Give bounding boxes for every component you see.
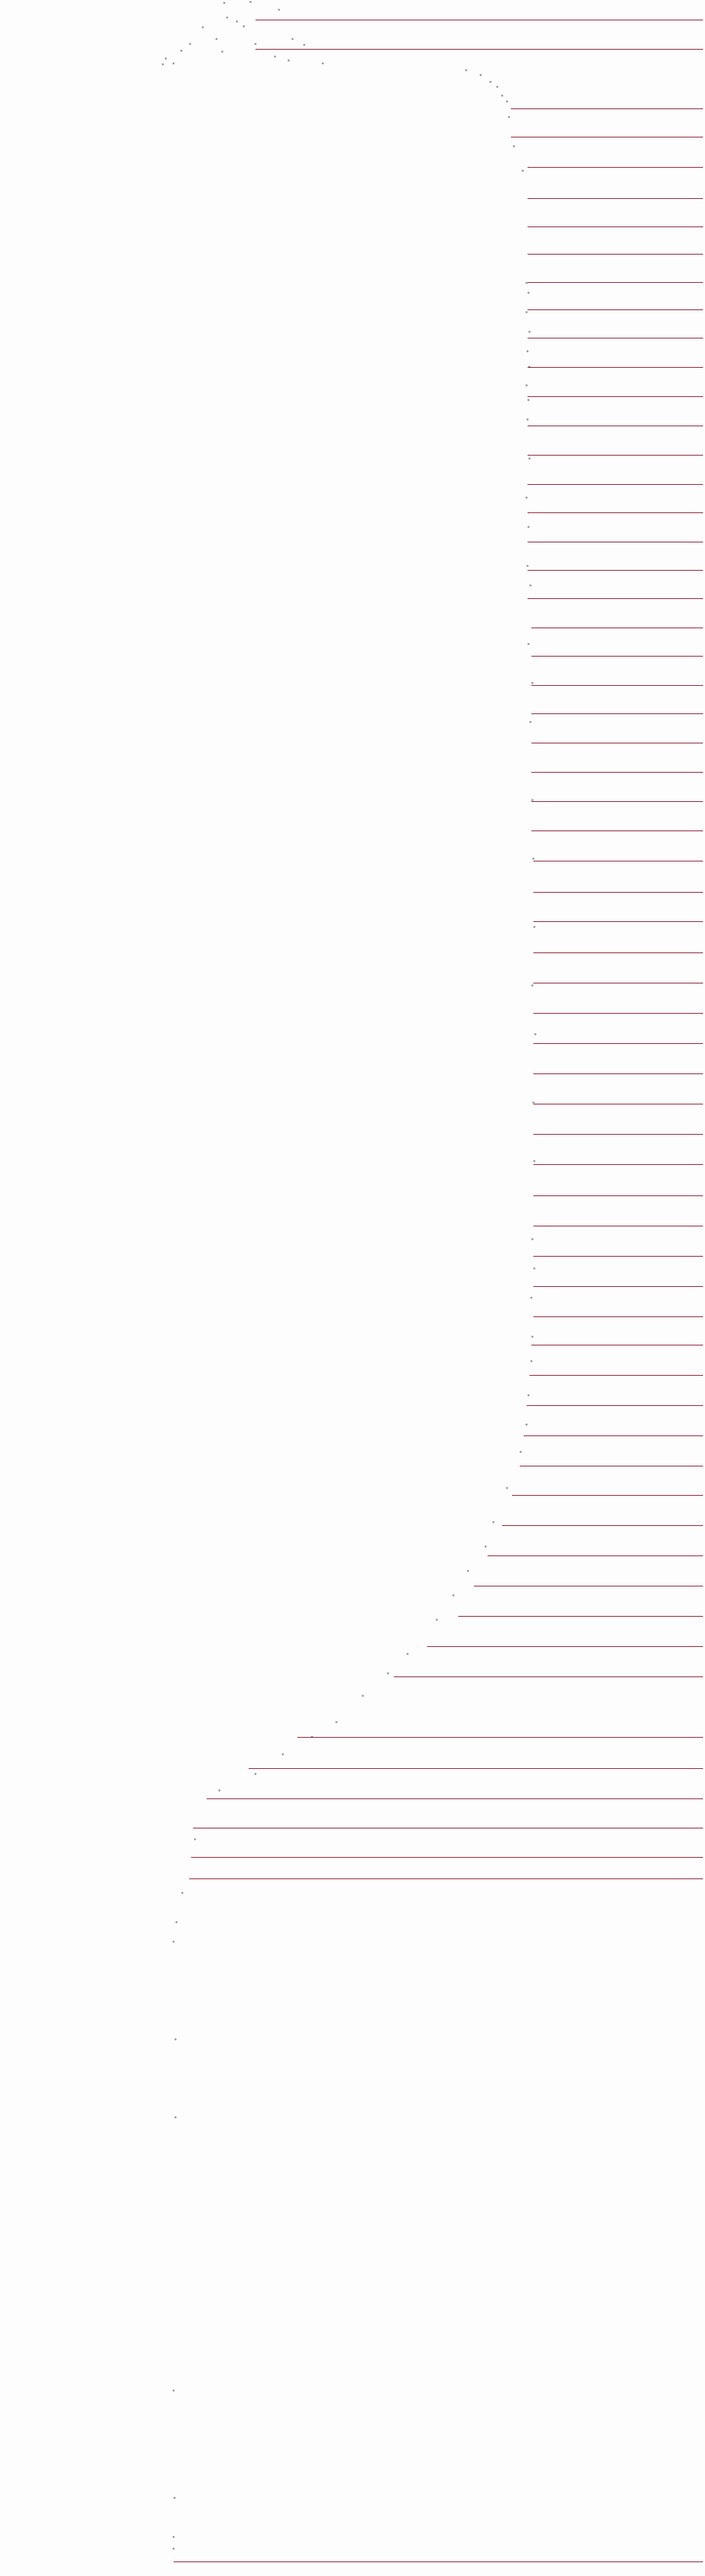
- scattered-dots: [162, 1, 536, 2550]
- speck: [165, 58, 167, 60]
- speck: [175, 2038, 176, 2040]
- speck: [335, 1721, 337, 1723]
- speck: [496, 86, 498, 88]
- speck: [506, 1487, 508, 1489]
- speck: [194, 1838, 196, 1840]
- speck: [181, 1892, 183, 1894]
- speck: [520, 1451, 522, 1453]
- speck: [528, 643, 529, 645]
- speck: [202, 26, 204, 28]
- speck: [282, 1753, 284, 1755]
- speck: [492, 1521, 494, 1523]
- speck: [180, 50, 182, 52]
- speck: [485, 1546, 487, 1548]
- speck: [526, 311, 528, 313]
- speck: [236, 20, 238, 22]
- speck: [223, 2, 225, 4]
- speck: [480, 74, 482, 76]
- speck: [175, 2116, 176, 2118]
- speck: [526, 1424, 528, 1426]
- speck: [173, 1941, 175, 1943]
- speck: [526, 497, 528, 499]
- speck: [531, 682, 533, 684]
- speck: [532, 858, 534, 860]
- speck: [528, 292, 529, 294]
- speck: [407, 1653, 409, 1655]
- speck: [322, 62, 324, 64]
- speck: [528, 399, 529, 401]
- speck: [529, 721, 531, 723]
- speck: [387, 1672, 389, 1674]
- speck: [173, 2536, 175, 2538]
- speck: [215, 38, 217, 40]
- speck: [526, 282, 528, 284]
- speck: [292, 38, 294, 40]
- speck: [311, 1736, 313, 1738]
- speck: [250, 1, 252, 3]
- speck: [243, 25, 245, 27]
- speck: [452, 1594, 454, 1596]
- speck: [530, 1297, 532, 1299]
- speck: [527, 565, 529, 567]
- speck: [534, 1033, 536, 1035]
- speck: [218, 1790, 220, 1791]
- speck: [436, 1619, 438, 1621]
- speck: [278, 9, 280, 11]
- speck: [226, 17, 228, 19]
- horizontal-rules: [174, 20, 703, 2562]
- speck: [530, 1360, 532, 1362]
- speck: [531, 985, 533, 986]
- speck: [173, 62, 175, 64]
- speck: [508, 116, 510, 118]
- speck: [162, 63, 164, 65]
- speck: [528, 526, 529, 528]
- speck: [221, 51, 223, 53]
- speck: [501, 95, 503, 97]
- speck: [533, 926, 535, 928]
- speck: [174, 2497, 176, 2499]
- speck: [533, 1160, 535, 1162]
- speck: [531, 799, 533, 801]
- speck: [513, 145, 515, 147]
- speck: [526, 384, 528, 386]
- speck: [531, 1238, 533, 1240]
- speck: [531, 1336, 533, 1338]
- speck: [532, 1102, 534, 1104]
- speck: [303, 44, 305, 46]
- speck: [467, 1570, 469, 1572]
- speck: [173, 2548, 175, 2550]
- speck: [465, 69, 467, 71]
- speck: [527, 350, 529, 352]
- speck: [189, 43, 191, 45]
- speck: [529, 584, 531, 586]
- speck: [274, 56, 276, 58]
- speck: [528, 1394, 529, 1396]
- speck: [362, 1695, 364, 1697]
- speck: [173, 2390, 175, 2392]
- speck: [527, 419, 529, 421]
- speck: [522, 170, 524, 172]
